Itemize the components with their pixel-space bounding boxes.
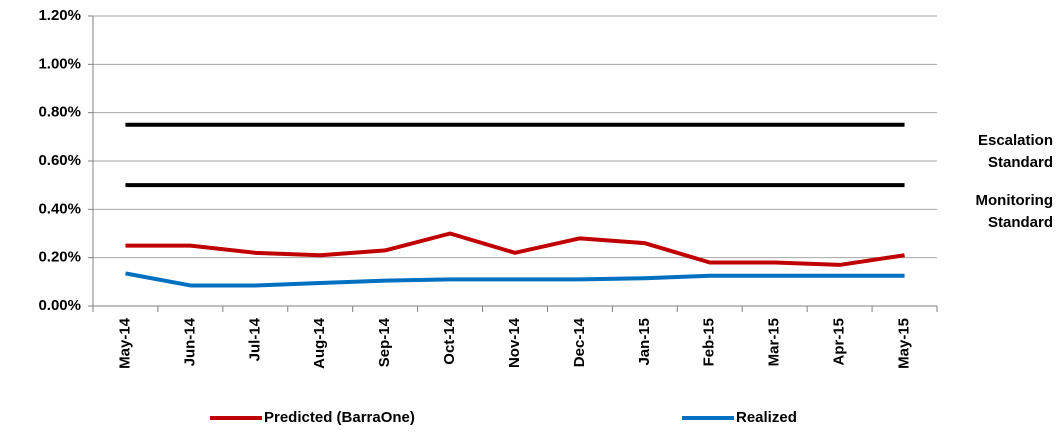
x-tick-label: Sep-14: [376, 317, 393, 367]
legend-label: Realized: [736, 409, 797, 426]
x-tick-label: Feb-15: [701, 318, 718, 366]
y-tick-label: 0.60%: [38, 152, 81, 169]
series-line: [125, 231, 905, 267]
reference-label: Monitoring Standard: [975, 192, 1053, 232]
y-tick-label: 1.20%: [38, 7, 81, 24]
y-tick-label: 0.20%: [38, 249, 81, 266]
x-tick-label: Aug-14: [311, 317, 328, 368]
y-tick-label: 0.40%: [38, 200, 81, 217]
x-tick-label: May-15: [896, 318, 913, 369]
x-tick-label: Mar-15: [766, 318, 783, 366]
x-tick-label: Dec-14: [571, 317, 588, 367]
series-line: [125, 271, 905, 288]
x-tick-label: Jul-14: [246, 317, 263, 361]
y-tick-label: 1.00%: [38, 55, 81, 72]
x-tick-label: Jan-15: [636, 318, 653, 366]
x-tick-label: Apr-15: [831, 318, 848, 366]
y-tick-label: 0.00%: [38, 297, 81, 314]
legend-label: Predicted (BarraOne): [264, 409, 415, 426]
x-tick-label: Jun-14: [181, 317, 198, 366]
reference-label: Escalation Standard: [977, 131, 1053, 171]
y-tick-label: 0.80%: [38, 104, 81, 121]
x-tick-label: Nov-14: [506, 317, 523, 368]
x-tick-label: Oct-14: [441, 317, 458, 364]
x-tick-label: May-14: [116, 317, 133, 369]
